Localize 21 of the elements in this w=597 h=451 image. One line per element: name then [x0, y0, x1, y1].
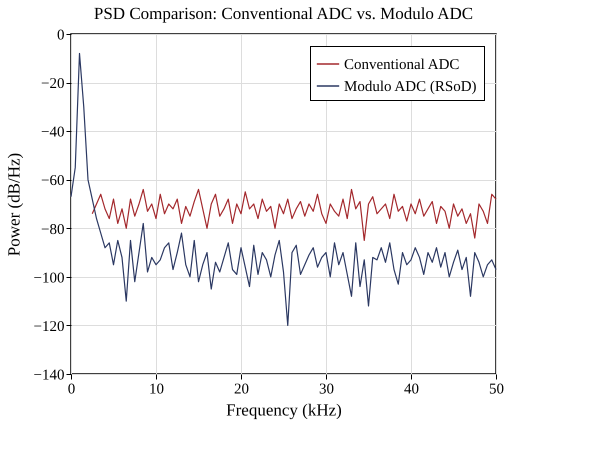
x-tick-label: 50 [489, 382, 504, 398]
chart-title: PSD Comparison: Conventional ADC vs. Modulo ADC [94, 4, 474, 23]
x-axis-title: Frequency (kHz) [226, 400, 342, 420]
y-tick-label: −80 [41, 222, 64, 238]
legend-label: Conventional ADC [344, 57, 460, 73]
line-series [92, 188, 497, 242]
legend-label: Modulo ADC (RSoD) [344, 79, 477, 95]
x-tick-label: 40 [404, 382, 419, 398]
x-tick-label: 10 [149, 382, 164, 398]
y-tick-label: 0 [57, 28, 64, 44]
y-tick-label: −60 [41, 173, 64, 190]
x-tick-label: 30 [319, 382, 334, 398]
y-tick-label: −140 [34, 368, 64, 384]
x-tick-label: 0 [68, 382, 76, 398]
x-tick-label: 20 [234, 382, 249, 398]
y-axis-title: Power (dB/Hz) [4, 152, 24, 256]
y-tick-label: −120 [34, 318, 64, 335]
y-tick-label: −100 [34, 270, 64, 286]
y-tick-label: −40 [41, 124, 64, 141]
line-series [70, 52, 497, 326]
y-tick-label: −20 [41, 76, 64, 92]
